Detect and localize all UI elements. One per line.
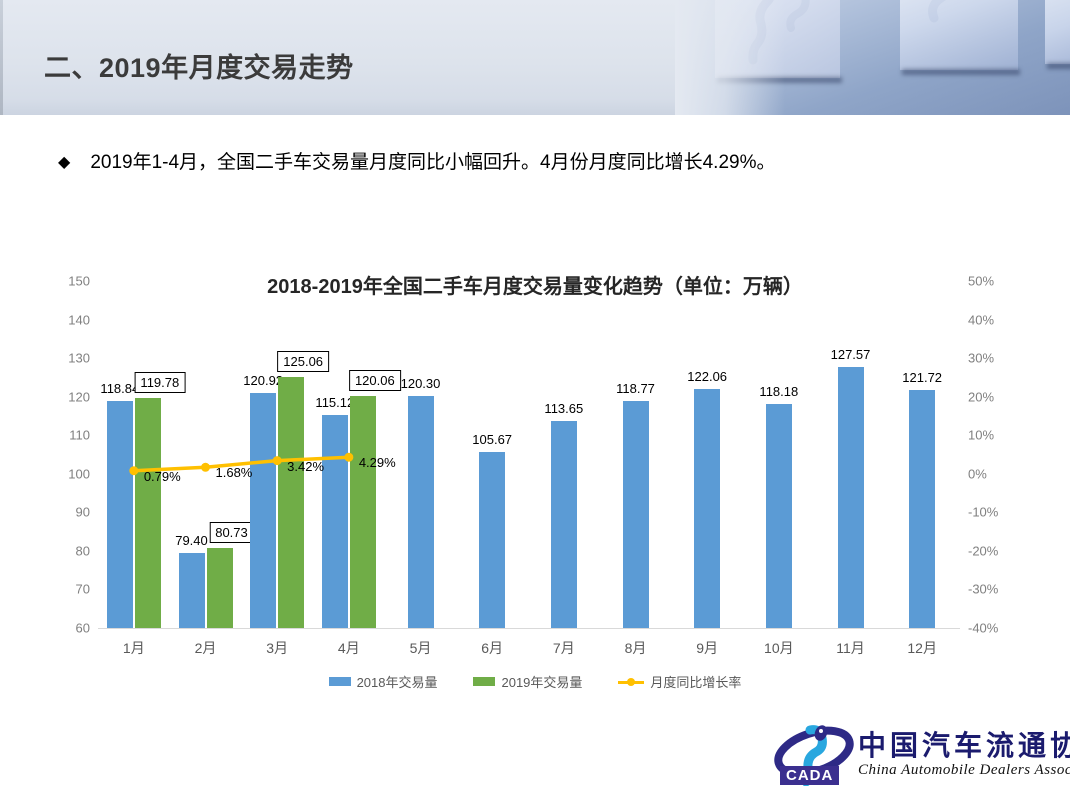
x-axis-label-1月: 1月 <box>122 640 145 656</box>
bar-label-2018-8月: 118.77 <box>616 381 655 397</box>
bar-2018-11月 <box>837 367 864 628</box>
bar-label-2018-9月: 122.06 <box>687 368 728 384</box>
chart-legend: 2018年交易量 2019年交易量 月度同比增长率 <box>0 672 1070 691</box>
bar-label-2019-2月: 80.73 <box>209 522 254 544</box>
logo-abbrev: CADA <box>780 766 840 785</box>
bullet-diamond-icon: ◆ <box>58 154 71 171</box>
header-art-fade <box>675 0 785 115</box>
bar-2019-4月 <box>349 396 376 628</box>
bar-label-2018-6月: 105.67 <box>472 431 513 447</box>
x-axis-label-8月: 8月 <box>624 640 647 656</box>
bar-2018-6月 <box>479 451 506 628</box>
legend-item-月度同比增长率[interactable]: 月度同比增长率 <box>618 672 741 691</box>
chart-title: 2018-2019年全国二手车月度交易量变化趋势（单位：万辆） <box>267 276 803 298</box>
bar-label-2018-7月: 113.65 <box>544 401 584 417</box>
y-axis-tick-left: 60 <box>75 620 90 636</box>
y-axis-tick-right: 40% <box>968 312 995 328</box>
bar-label-2018-2月: 79.40 <box>175 533 208 549</box>
world-map-icon <box>928 0 946 23</box>
header-decorative-cubes-image <box>675 0 1070 115</box>
legend-item-2019年交易量[interactable]: 2019年交易量 <box>473 672 582 691</box>
page-title: 二、2019年月度交易走势 <box>44 53 354 83</box>
bar-2018-7月 <box>550 421 577 628</box>
y-axis-tick-left: 120 <box>68 389 90 405</box>
bar-2018-5月 <box>407 395 434 628</box>
bar-2019-1月 <box>134 397 161 628</box>
bar-2018-4月 <box>321 415 348 628</box>
bar-label-2018-4月: 115.12 <box>315 395 355 411</box>
growth-label-3月: 3.42% <box>287 458 325 474</box>
x-axis-label-5月: 5月 <box>409 640 432 656</box>
bar-2018-12月 <box>909 390 936 628</box>
y-axis-tick-left: 80 <box>75 543 90 559</box>
y-axis-tick-left: 70 <box>75 581 90 597</box>
y-axis-tick-right: 10% <box>968 427 995 443</box>
legend-swatch-icon <box>473 677 496 686</box>
x-axis-label-6月: 6月 <box>481 640 504 656</box>
legend-label: 2018年交易量 <box>356 675 438 690</box>
growth-label-4月: 4.29% <box>358 455 396 471</box>
y-axis-tick-left: 110 <box>69 427 90 443</box>
y-axis-tick-left: 90 <box>75 504 90 520</box>
bar-label-2019-3月: 125.06 <box>277 351 330 373</box>
legend-item-2018年交易量[interactable]: 2018年交易量 <box>328 672 438 691</box>
x-axis-label-7月: 7月 <box>552 640 575 656</box>
y-axis-tick-left: 150 <box>68 273 90 289</box>
y-axis-tick-right: -30% <box>968 581 999 597</box>
bar-label-2018-10月: 118.18 <box>759 383 799 399</box>
x-axis-label-9月: 9月 <box>696 640 719 656</box>
y-axis-tick-right: -20% <box>968 543 999 559</box>
bar-2018-9月 <box>694 388 721 628</box>
bar-2018-10月 <box>765 403 792 628</box>
cube-icon <box>1045 0 1070 69</box>
y-axis-tick-left: 140 <box>68 312 90 328</box>
bullet-text: 2019年1-4月，全国二手车交易量月度同比小幅回升。4月份月度同比增长4.29… <box>90 152 776 173</box>
y-axis-tick-right: 0% <box>968 466 987 482</box>
growth-label-1月: 0.79% <box>143 468 181 484</box>
cube-icon <box>900 0 1020 75</box>
legend-line-icon <box>618 677 645 687</box>
bar-2018-1月 <box>106 401 133 628</box>
x-axis-label-10月: 10月 <box>764 640 794 656</box>
bar-2018-3月 <box>250 393 277 628</box>
y-axis-tick-right: 30% <box>968 350 995 366</box>
legend-label: 月度同比增长率 <box>650 675 742 690</box>
y-axis-tick-right: 50% <box>968 273 995 289</box>
bar-label-2019-4月: 120.06 <box>348 370 401 392</box>
bullet-row: ◆ 2019年1-4月，全国二手车交易量月度同比小幅回升。4月份月度同比增长4.… <box>58 150 775 176</box>
header-left-edge <box>0 0 3 115</box>
bar-label-2018-11月: 127.57 <box>830 347 871 363</box>
bar-label-2018-12月: 121.72 <box>902 370 943 386</box>
logo-chinese-name: 中国汽车流通协会 <box>858 729 1070 762</box>
chart-plot-area: 118.84 119.78 79.40 80.73 120.92 125.06 115.12… <box>98 281 958 628</box>
chart-axis-baseline <box>98 628 960 629</box>
legend-swatch-icon <box>328 677 351 686</box>
y-axis-tick-right: -10% <box>968 504 999 520</box>
bar-label-2018-5月: 120.30 <box>400 375 441 391</box>
bar-2019-3月 <box>278 377 305 628</box>
logo-english-name: China Automobile Dealers Association <box>858 762 1070 778</box>
bar-2019-2月 <box>206 548 233 628</box>
bar-label-2019-1月: 119.78 <box>134 371 186 393</box>
header-band: 二、2019年月度交易走势 <box>0 0 1070 115</box>
x-axis-label-2月: 2月 <box>194 640 217 656</box>
bar-label-2018-3月: 120.92 <box>243 373 284 389</box>
x-axis-label-4月: 4月 <box>337 640 360 656</box>
x-axis-label-3月: 3月 <box>266 640 289 656</box>
y-axis-tick-left: 130 <box>68 350 90 366</box>
chart: 2018-2019年全国二手车月度交易量变化趋势（单位：万辆） 118.84 11… <box>0 252 1070 692</box>
y-axis-tick-right: 20% <box>968 389 995 405</box>
x-axis-label-12月: 12月 <box>907 640 937 656</box>
growth-label-2月: 1.68% <box>215 465 253 481</box>
x-axis-label-11月: 11月 <box>836 640 865 656</box>
bar-2018-8月 <box>622 401 649 628</box>
bar-2018-2月 <box>178 553 205 628</box>
bar-label-2018-1月: 118.84 <box>100 381 140 397</box>
growth-rate-line <box>129 452 354 476</box>
legend-label: 2019年交易量 <box>501 675 583 690</box>
y-axis-tick-left: 100 <box>68 466 90 482</box>
cada-logo: CADA 中国汽车流通协会 China Automobile Dealers A… <box>772 722 1070 794</box>
y-axis-tick-right: -40% <box>968 620 999 636</box>
